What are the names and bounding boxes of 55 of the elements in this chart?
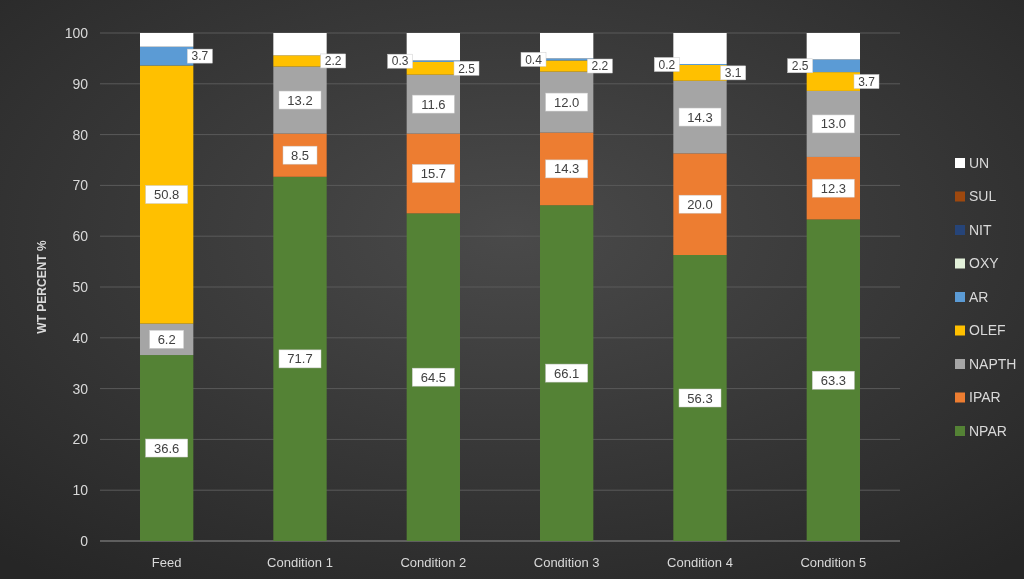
y-tick-label: 80 [72, 126, 89, 143]
x-tick-label: Condition 1 [267, 555, 333, 570]
data-label: 56.3 [687, 390, 713, 406]
y-tick-label: 0 [80, 532, 89, 549]
data-label: 3.7 [191, 49, 209, 64]
legend-label: OLEF [969, 322, 1006, 339]
data-label: 2.2 [324, 54, 342, 69]
legend-label: NPAR [969, 422, 1007, 439]
y-tick-label: 90 [72, 75, 89, 92]
x-tick-label: Condition 4 [667, 555, 733, 570]
x-tick-label: Condition 3 [533, 555, 600, 570]
y-tick-label: 100 [64, 24, 89, 41]
data-label: 12.0 [554, 94, 580, 110]
x-tick-label: Condition 2 [400, 555, 467, 570]
y-tick-label: 30 [72, 380, 89, 397]
legend-label: NAPTH [969, 355, 1017, 372]
data-label: 0.3 [391, 54, 409, 69]
legend-label: OXY [969, 255, 1000, 272]
y-axis-title: WT PERCENT % [35, 240, 49, 334]
data-label: 13.0 [820, 116, 846, 132]
data-label: 3.7 [858, 74, 876, 89]
data-label: 0.4 [525, 52, 543, 67]
data-label: 15.7 [420, 166, 446, 182]
legend-label: NIT [969, 221, 992, 238]
data-label: 6.2 [157, 331, 176, 347]
data-label: 64.5 [420, 369, 446, 385]
legend-label: AR [969, 288, 989, 305]
data-label: 2.2 [591, 59, 609, 74]
data-label: 0.2 [658, 57, 676, 72]
data-label: 13.2 [287, 92, 313, 108]
y-tick-label: 60 [72, 228, 89, 245]
data-label: 14.3 [554, 161, 580, 177]
data-label: 3.1 [724, 66, 742, 81]
data-label: 20.0 [687, 196, 713, 212]
y-tick-label: 70 [72, 177, 89, 194]
data-label: 2.5 [458, 61, 476, 76]
y-tick-label: 10 [72, 482, 89, 499]
data-label: 2.5 [791, 58, 809, 73]
data-label: 66.1 [554, 365, 580, 381]
y-tick-label: 20 [72, 431, 89, 448]
data-label: 12.3 [820, 180, 846, 196]
y-tick-label: 50 [72, 278, 89, 295]
legend-label: IPAR [969, 389, 1001, 406]
data-label: 8.5 [290, 147, 310, 163]
data-label: 14.3 [687, 109, 713, 125]
x-tick-label: Condition 5 [800, 555, 867, 570]
legend-label: UN [969, 154, 990, 171]
y-tick-label: 40 [72, 329, 89, 346]
data-label: 71.7 [287, 351, 313, 367]
x-tick-label: Feed [151, 555, 182, 570]
data-label: 36.6 [154, 440, 180, 456]
legend-label: SUL [969, 188, 997, 205]
data-label: 11.6 [421, 96, 446, 112]
data-label: 63.3 [820, 372, 846, 388]
data-label: 50.8 [154, 187, 180, 203]
